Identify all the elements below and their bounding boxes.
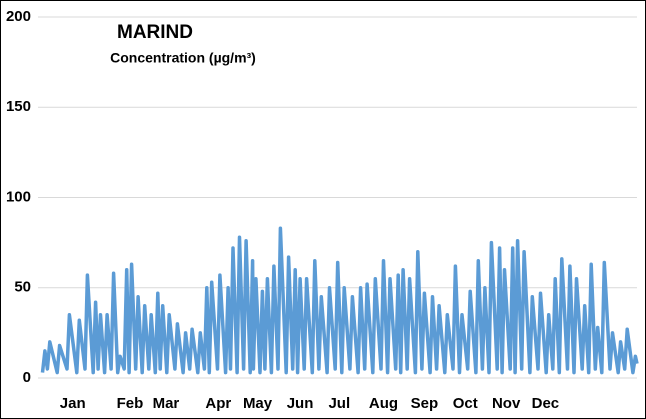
chart-title: MARIND xyxy=(117,22,193,43)
y-tick-label: 150 xyxy=(6,98,31,115)
data-line xyxy=(40,226,639,375)
x-tick-label: Jan xyxy=(60,395,86,412)
x-tick-label: Aug xyxy=(369,395,398,412)
x-tick-label: Apr xyxy=(205,395,231,412)
y-tick-label: 100 xyxy=(6,188,31,205)
x-tick-label: May xyxy=(243,395,273,412)
plot xyxy=(40,226,639,375)
y-tick-label: 50 xyxy=(14,279,31,296)
x-tick-label: Feb xyxy=(117,395,144,412)
x-tick-label: Jun xyxy=(287,395,314,412)
x-tick-label: Jul xyxy=(328,395,350,412)
x-tick-label: Dec xyxy=(532,395,560,412)
chart-subtitle: Concentration (µg/m³) xyxy=(110,50,256,66)
x-tick-label: Mar xyxy=(153,395,180,412)
y-tick-label: 0 xyxy=(23,369,31,386)
x-tick-label: Oct xyxy=(453,395,478,412)
x-tick-label: Sep xyxy=(411,395,439,412)
x-tick-label: Nov xyxy=(492,395,521,412)
y-tick-label: 200 xyxy=(6,8,31,25)
